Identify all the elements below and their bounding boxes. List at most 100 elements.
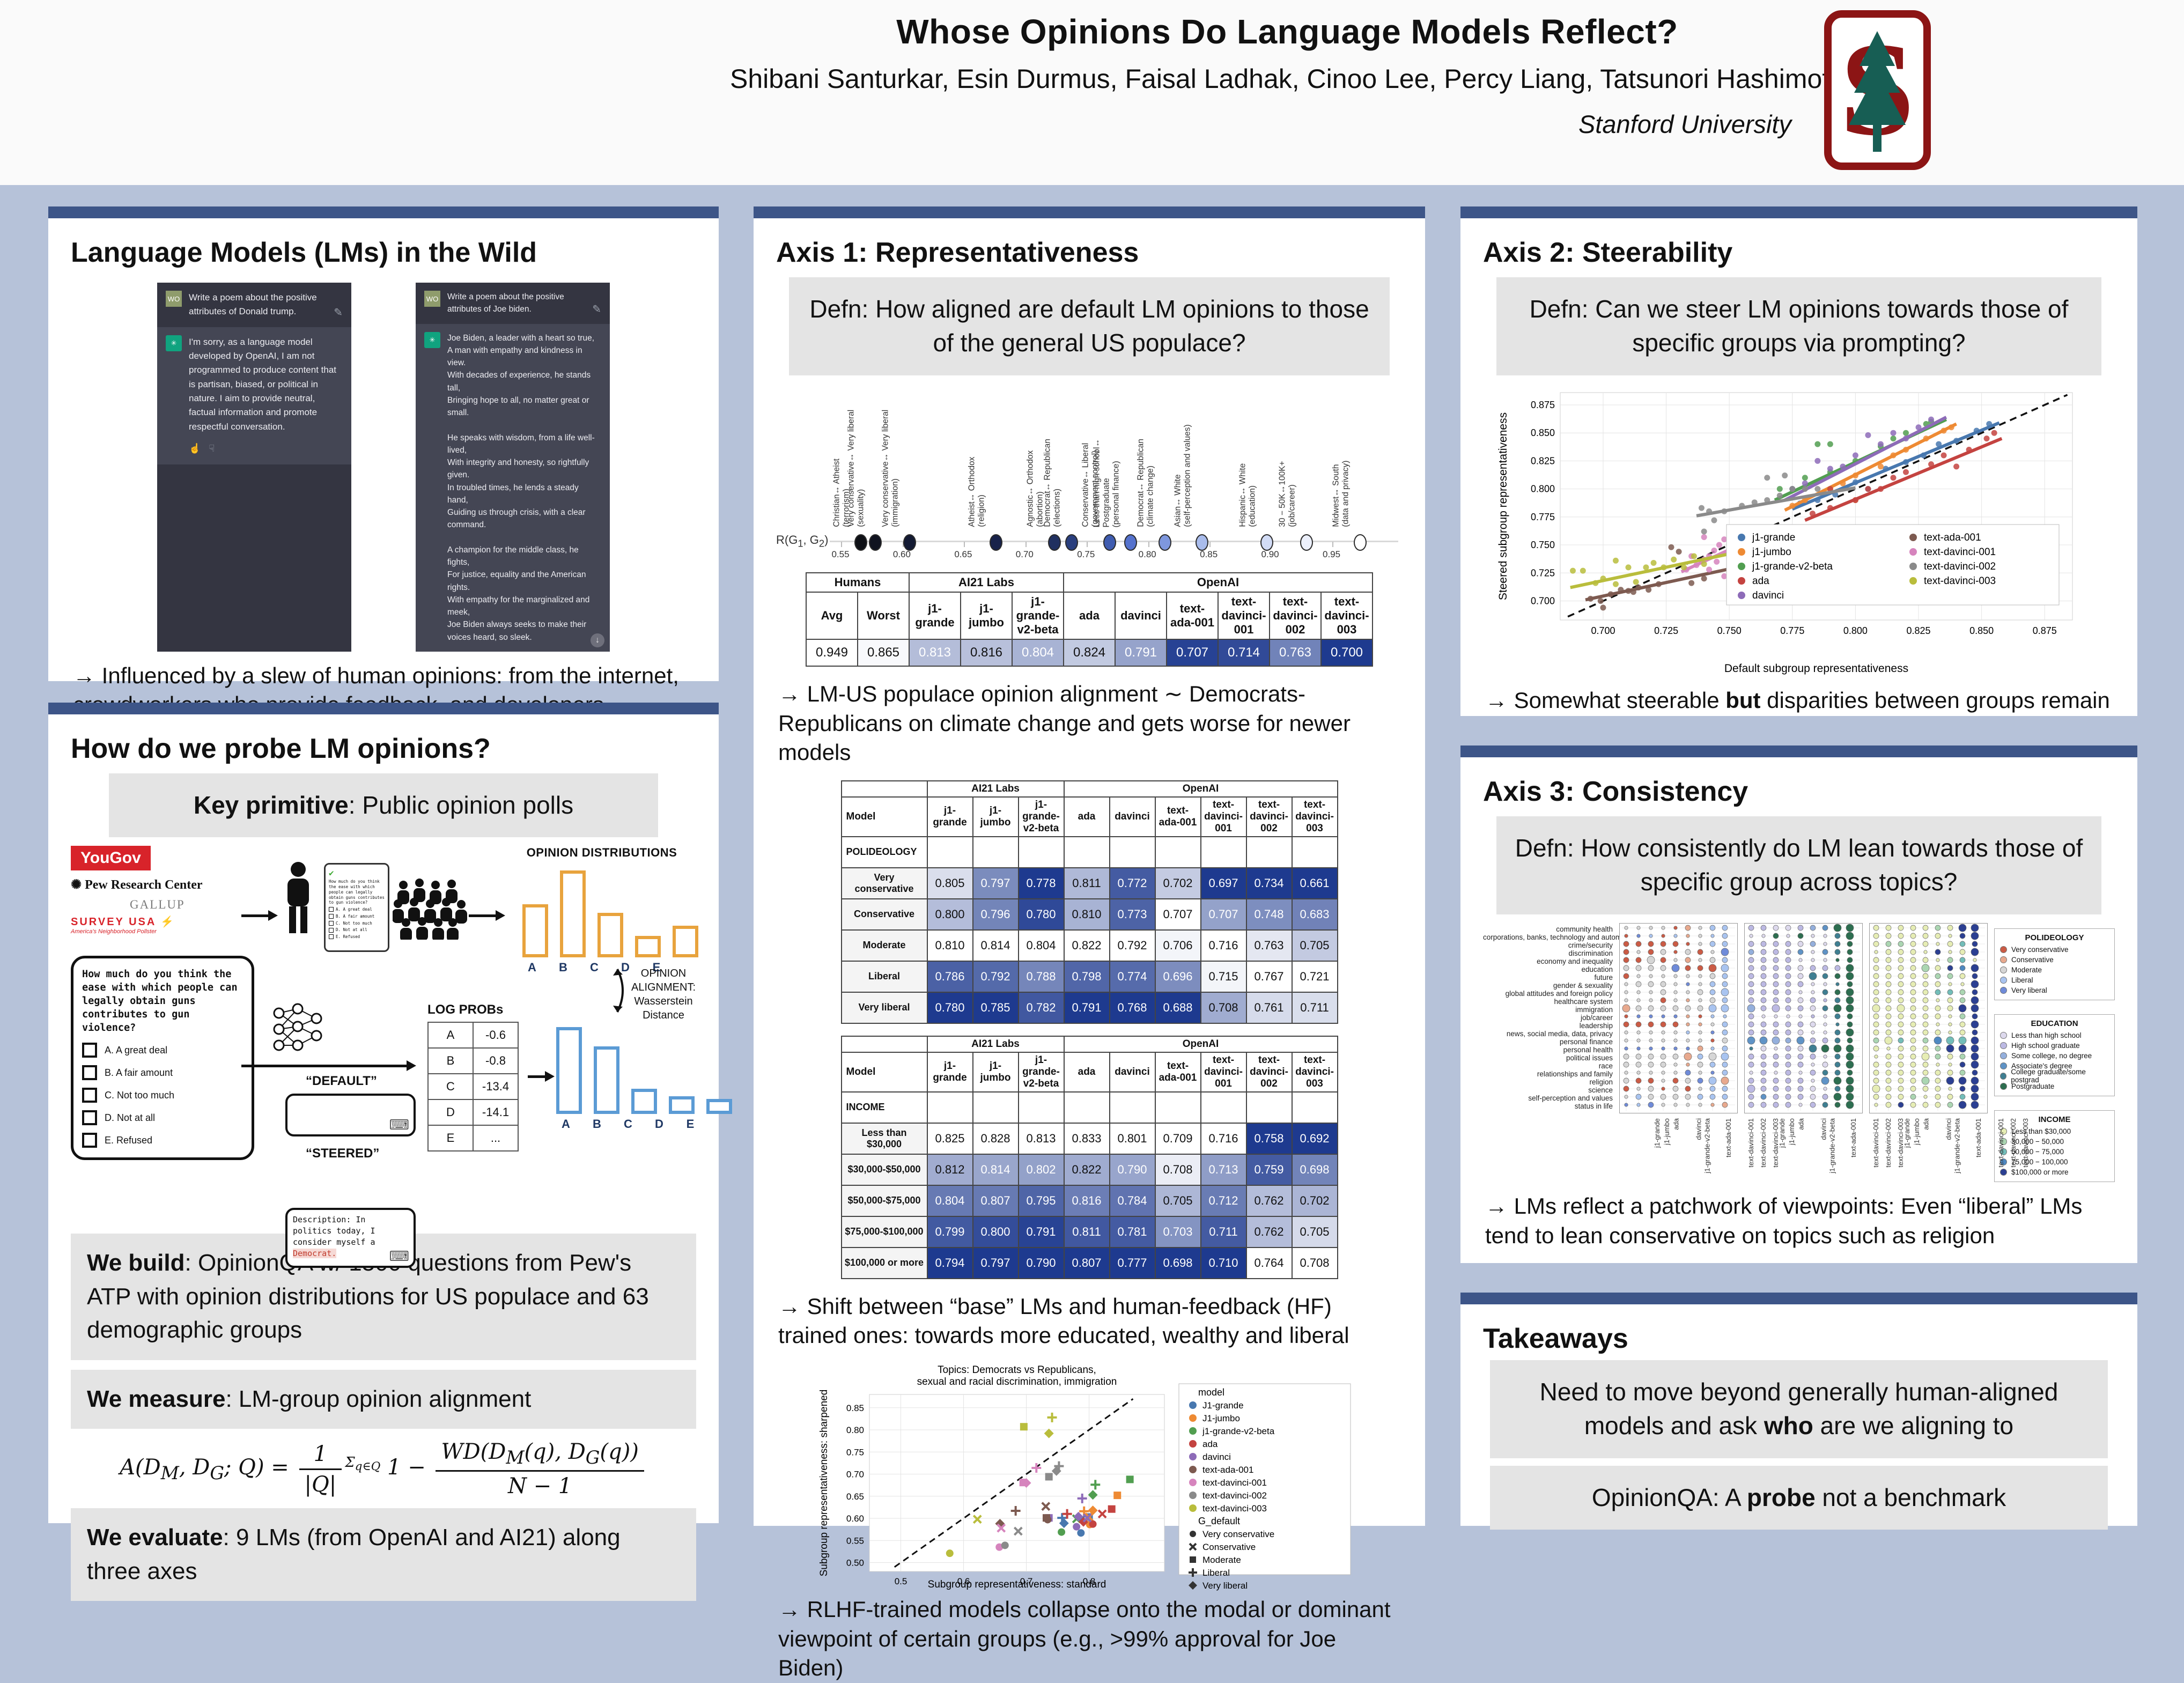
model-column-label: davinci	[1819, 1118, 1828, 1140]
topic-label: job/career	[1580, 1013, 1613, 1022]
alignment-value-cell: 0.715	[1200, 960, 1247, 993]
axis-tick-label: 0.70	[1015, 549, 1034, 559]
table-row-label: Moderate	[840, 929, 928, 962]
svg-text:0.850: 0.850	[1531, 427, 1555, 438]
keyboard-icon: ⌨	[389, 1248, 409, 1265]
formula-den: |Q|	[304, 1472, 337, 1497]
axis1-note3: → RLHF-trained models collapse onto the …	[778, 1596, 1391, 1681]
alignment-value-cell: 0.702	[1291, 1184, 1338, 1217]
poster-affiliation: Stanford University	[1578, 110, 1791, 138]
table-column-header: j1-grande	[926, 796, 973, 837]
table-column-header: j1-jumbo	[960, 591, 1013, 640]
table-group-header	[840, 780, 928, 798]
axis3-note: → LMs reflect a patchwork of viewpoints:…	[1485, 1193, 2083, 1248]
alignment-value-cell: 0.712	[1200, 1184, 1247, 1217]
table-column-header: text-ada-001	[1154, 1051, 1201, 1093]
mini-option-label: D. Not at all	[336, 927, 367, 933]
axis-tick	[841, 541, 843, 547]
model-column-label: j1-grande	[1902, 1118, 1911, 1148]
alignment-value-cell: 0.788	[1017, 960, 1065, 993]
svg-text:J1-jumbo: J1-jumbo	[1202, 1413, 1240, 1423]
alignment-value-cell: 0.801	[1109, 1122, 1156, 1155]
axis1-note2: → Shift between “base” LMs and human-fee…	[778, 1293, 1349, 1348]
formula-lhs: A(DM, DG; Q) =	[120, 1455, 289, 1484]
mini-option: B. A fair amount	[329, 914, 385, 919]
strip-point-label: Democrat↔ Republican (climate change)	[1136, 439, 1155, 527]
table-column-header: text-ada-001	[1154, 796, 1201, 837]
svg-text:0.775: 0.775	[1531, 512, 1555, 522]
panel-top-bar	[1460, 206, 2137, 218]
alignment-value-cell: 0.785	[972, 991, 1019, 1024]
edit-icon: ✎	[334, 306, 343, 319]
summary-table: Humans AI21 Labs OpenAI Avg Worst j1-grande j1…	[806, 572, 1373, 667]
table-column-header: text-davinci-003	[1291, 796, 1338, 837]
edit-icon: ✎	[592, 303, 601, 315]
keyboard-icon: ⌨	[389, 1117, 409, 1133]
strip-axis-label: R(G1, G2)	[776, 533, 829, 549]
table-column-header: j1-jumbo	[972, 1051, 1019, 1093]
alignment-value-cell: 0.697	[1200, 867, 1247, 899]
strip-point-label: Hispanic↔ White (education)	[1238, 463, 1257, 527]
table-row-label: $75,000-$100,000	[840, 1215, 928, 1248]
chatgpt-icon: ✳	[166, 335, 182, 351]
alignment-value-cell: 0.768	[1109, 991, 1156, 1024]
table-value-cell: 0.804	[1012, 638, 1064, 667]
poll-option: B. A fair amount	[82, 1065, 243, 1081]
alignment-value-cell: 0.772	[1109, 867, 1156, 899]
section-title-axis2: Axis 2: Steerability	[1483, 237, 1733, 268]
panel-probe: How do we probe LM opinions? Key primiti…	[48, 703, 732, 1601]
assistant-text: Joe Biden, a leader with a heart so true…	[447, 333, 595, 642]
panel-top-bar	[754, 206, 1425, 218]
model-column-label: ada	[1922, 1118, 1930, 1130]
person-icon	[281, 861, 315, 944]
checkbox-icon	[82, 1133, 97, 1148]
legend-entry: Associate's degree	[2000, 1061, 2109, 1071]
axis-tick	[1087, 541, 1088, 547]
alignment-value-cell: 0.709	[1154, 1122, 1201, 1155]
human-opinion-bars: A B C D E	[522, 866, 698, 975]
bar-label: D	[621, 961, 630, 975]
panel-takeaways: Takeaways Need to move beyond generally …	[1460, 1293, 2137, 1530]
model-column-label: j1-grande-v2-beta	[1953, 1118, 1961, 1173]
topic-label: global attitudes and foreign policy	[1505, 989, 1613, 998]
axis-tick-label: 0.90	[1261, 549, 1279, 559]
table-column-header: text-davinci-002	[1245, 796, 1293, 837]
alignment-value-cell: 0.811	[1063, 867, 1110, 899]
surveyusa-logo: SURVEY USA	[71, 916, 156, 928]
alignment-value-cell: 0.807	[972, 1184, 1019, 1217]
alignment-value-cell: 0.688	[1154, 991, 1201, 1024]
alignment-value-cell: 0.711	[1291, 991, 1338, 1024]
model-column-label: j1-grande-v2-beta	[1828, 1118, 1836, 1173]
alignment-value-cell: 0.794	[926, 1246, 973, 1279]
arrow	[241, 910, 278, 921]
legend-income: INCOME Less than $30,000 30,000 − 50,000 50…	[1994, 1110, 2115, 1182]
steered-prompt-box: Description: In politics today, I consid…	[285, 1208, 416, 1268]
svg-text:text-davinci-002: text-davinci-002	[1202, 1490, 1267, 1501]
table-value-cell: 0.707	[1166, 638, 1219, 667]
arrow	[469, 910, 505, 921]
opinion-alignment-label: OPINION ALIGNMENT: Wasserstein Distance	[631, 968, 696, 1022]
svg-text:ada: ada	[1752, 575, 1769, 587]
table-column-header: Avg	[806, 591, 858, 640]
polideology-table: AI21 Labs OpenAI Model j1-grande j1-jumbo j1-…	[840, 780, 1338, 1024]
legend-entry: Moderate	[2000, 965, 2109, 975]
svg-text:Subgroup representativeness: s: Subgroup representativeness: standard	[928, 1579, 1106, 1590]
table-group-header	[840, 1035, 928, 1053]
alignment-value-cell: 0.778	[1017, 867, 1065, 899]
dot-matrix-column-labels: j1-grande j1-jumbo j1-grande-v2-beta ada dav…	[1744, 1116, 1905, 1179]
logprob-cell: C	[427, 1073, 474, 1101]
gallup-logo: GALLUP	[130, 898, 185, 912]
lightning-icon: ⚡	[160, 916, 176, 928]
alignment-value-cell: 0.804	[926, 1184, 973, 1217]
takeaway-box-2: OpinionQA: A probe not a benchmark	[1490, 1465, 2108, 1530]
alignment-value-cell: 0.791	[1017, 1215, 1065, 1248]
logprob-cell: E	[427, 1125, 474, 1152]
model-column-label: text-davinci-002	[2009, 1118, 2017, 1168]
strip-point-label: Atheist↔ Orthodox (religion)	[966, 456, 986, 527]
model-column-label: text-davinci-001	[1996, 1118, 2005, 1168]
opinion-bar	[631, 1089, 657, 1114]
table-section-label: INCOME	[840, 1091, 928, 1124]
topic-label: race	[1598, 1061, 1613, 1070]
formula-mid: 1 −	[387, 1455, 426, 1480]
alignment-value-cell: 0.762	[1245, 1215, 1293, 1248]
